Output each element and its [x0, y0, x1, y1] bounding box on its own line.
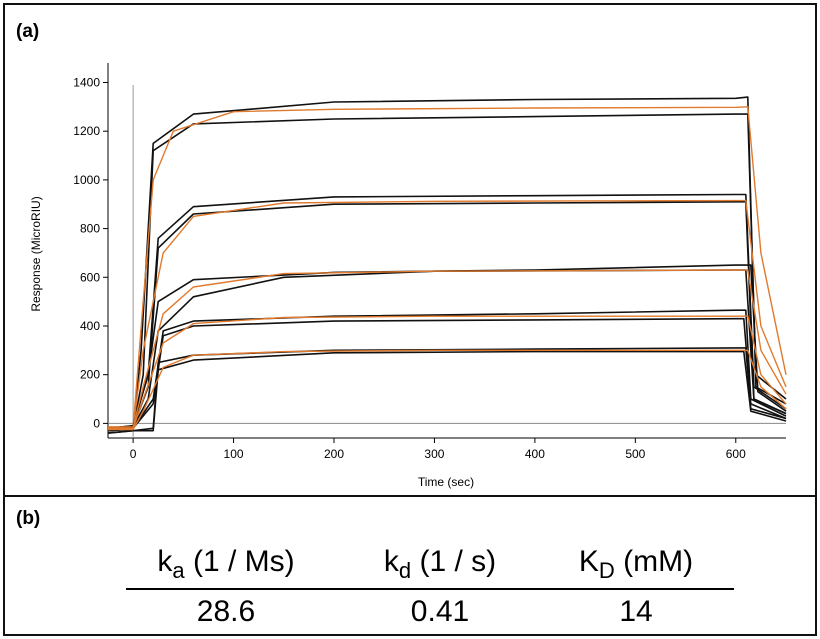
y-tick-label: 1000: [73, 173, 100, 187]
axes: 0 200 400 600 800 1000 1200 1400 0 100 200 300 400 50…: [73, 63, 786, 461]
x-tick-label: 500: [625, 447, 645, 461]
y-tick-label: 1200: [73, 124, 100, 138]
measured-curve-12: [107, 347, 787, 434]
x-axis-label: Time (sec): [418, 475, 474, 489]
fit-curve-11: [108, 315, 787, 429]
measured-curve-9: [107, 309, 787, 432]
panel-label-a: (a): [16, 21, 40, 42]
measured-curve-13: [107, 350, 787, 434]
measured-curve-6: [107, 264, 787, 430]
measured-curve-1: [107, 113, 787, 432]
y-tick-label: 0: [93, 416, 100, 430]
measured-curve-7: [107, 269, 787, 430]
y-tick-label: 400: [80, 319, 100, 333]
panel-divider: [3, 495, 817, 497]
series-lines: [107, 96, 787, 434]
fit-curve-5: [108, 199, 787, 428]
x-tick-label: 600: [726, 447, 746, 461]
measured-curve-10: [107, 317, 787, 432]
y-tick-label: 200: [80, 368, 100, 382]
y-tick-label: 600: [80, 270, 100, 284]
figure-frame: [3, 3, 817, 636]
fit-curve-14: [108, 349, 787, 431]
y-tick-label: 1400: [73, 75, 100, 89]
fit-curve-2: [108, 106, 787, 429]
y-axis-label: Response (MicroRIU): [29, 196, 43, 311]
panel-label-b: (b): [16, 508, 41, 529]
x-tick-label: 300: [424, 447, 444, 461]
measured-curve-0: [107, 96, 787, 432]
y-tick-label: 800: [80, 222, 100, 236]
fit-curve-8: [108, 269, 787, 428]
x-tick-label: 200: [324, 447, 344, 461]
x-tick-label: 400: [525, 447, 545, 461]
x-tick-label: 0: [130, 447, 137, 461]
x-tick-label: 100: [224, 447, 244, 461]
